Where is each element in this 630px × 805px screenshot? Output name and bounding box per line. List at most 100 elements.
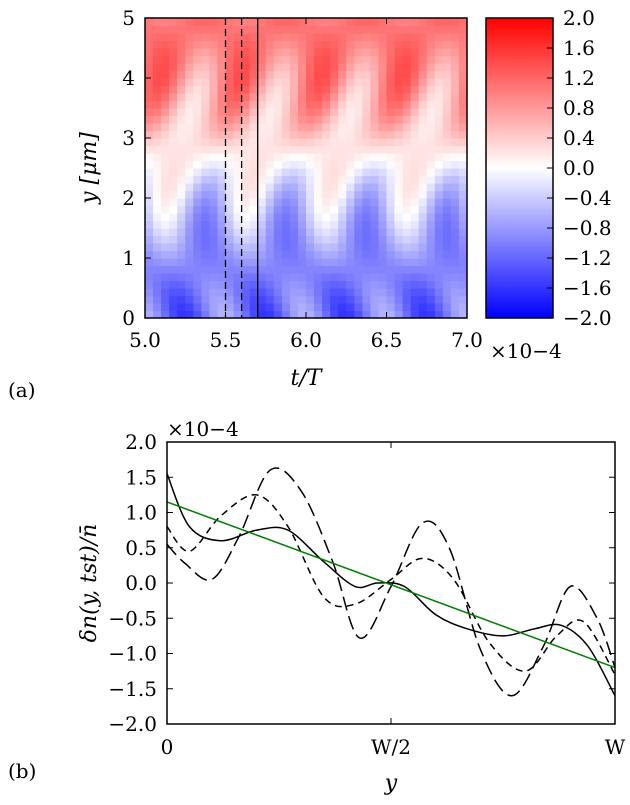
heatmap-cell [145,160,154,169]
heatmap-cell [378,48,388,57]
heatmap-cell [306,198,315,207]
heatmap-cell [169,273,178,282]
heatmap-cell [386,183,396,192]
heatmap-cell [209,18,219,27]
heatmap-cell [225,183,235,192]
heatmap-cell [442,198,452,207]
heatmap-cell [322,115,331,124]
heatmap-cell [289,70,299,79]
heatmap-cell [362,258,371,267]
heatmap-cell [418,40,428,49]
heatmap-cell [362,190,371,199]
heatmap-cell [306,190,315,199]
heatmap-cell [273,288,283,297]
heatmap-cell [201,48,210,57]
heatmap-vertical-lines [224,18,259,318]
heatmap-cell [257,48,267,57]
heatmap-cell [169,160,178,169]
heatmap-cell [249,145,259,154]
heatmap-cell [153,130,162,139]
heatmap-cell [386,130,396,139]
heatmap-cell [458,295,467,304]
heatmap-cell [418,85,428,94]
heatmap-cell [362,153,371,162]
heatmap-cell [265,115,275,124]
heatmap-cell [338,115,347,124]
heatmap-cell [426,153,436,162]
heatmap-cell [153,100,162,109]
heatmap-cell [289,243,299,252]
heatmap-cell [185,115,194,124]
heatmap-cell [386,198,396,207]
heatmap-cell [362,108,371,117]
heatmap-cell [354,33,363,42]
heatmap-cell [201,130,210,139]
heatmap-cell [322,100,331,109]
heatmap-cell [370,48,380,57]
heatmap-cell [217,115,227,124]
heatmap-cell [402,168,412,177]
heatmap-cell [322,295,331,304]
heatmap-cell [386,288,396,297]
heatmap-cell [201,258,210,267]
heatmap-cell [426,100,436,109]
heatmap-cell [201,295,210,304]
heatmap-cell [330,190,339,199]
heatmap-cell [249,235,259,244]
heatmap-cell [209,235,219,244]
heatmap-cell [193,303,202,312]
heatmap-cell [346,295,355,304]
heatmap-cell [169,228,178,237]
heatmap-cell [297,243,307,252]
heatmap-cell [225,40,235,49]
heatmap-cell [145,63,154,72]
heatmap-cell [338,55,347,64]
heatmap-cell [306,25,315,34]
heatmap-cell [209,25,219,34]
heatmap-cell [442,228,452,237]
heatmap-cell [346,33,355,42]
heatmap-cell [289,205,299,214]
heatmap-cell [322,168,331,177]
heatmap-cell [330,93,339,102]
heatmap-cell [458,18,467,27]
heatmap-cell [434,18,444,27]
heatmap-cell [241,138,251,147]
heatmap-cell [177,145,186,154]
heatmap-cell [458,288,467,297]
heatmap-cell [402,250,412,259]
heatmap-cell [410,265,420,274]
heatmap-cell [370,78,380,87]
heatmap-cell [394,183,404,192]
heatmap-cell [402,33,412,42]
heatmap-cell [177,108,186,117]
heatmap-cell [314,258,323,267]
heatmap-cell [185,55,194,64]
heatmap-cell [338,273,347,282]
heatmap-cell [434,85,444,94]
heatmap-cell [410,115,420,124]
heatmap-cell [370,70,380,79]
heatmap-cell [354,18,363,27]
heatmap-cell [145,93,154,102]
heatmap-cell [217,220,227,229]
heatmap-cell [257,153,267,162]
heatmap-cell [241,198,251,207]
heatmap-cell [330,288,339,297]
heatmap-cell [289,78,299,87]
heatmap-cell [273,108,283,117]
heatmap-cell [386,145,396,154]
heatmap-cell [209,33,219,42]
heatmap-cell [265,198,275,207]
colorbar-tick-label: 1.6 [563,36,595,60]
heatmap-cell [241,280,251,289]
heatmap-cell [378,85,388,94]
heatmap-cell [177,123,186,132]
heatmap-cell [442,25,452,34]
heatmap-cell [346,115,355,124]
heatmap-cell [249,168,259,177]
heatmap-cell [273,123,283,132]
heatmap-cell [314,280,323,289]
heatmap-cell [201,93,210,102]
heatmap-x-tick-label: 6.0 [290,328,322,352]
